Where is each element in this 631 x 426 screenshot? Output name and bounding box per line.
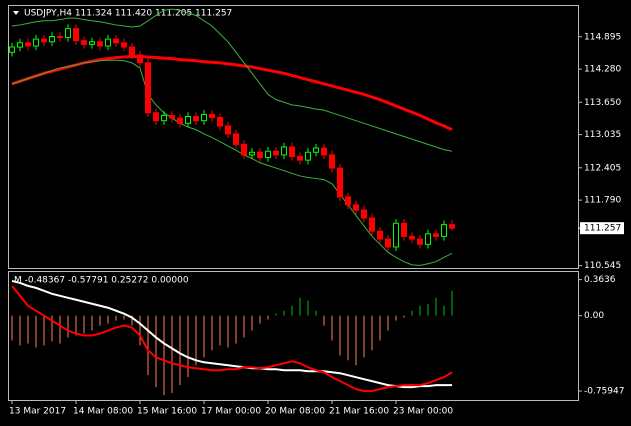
candle-body [417,238,423,245]
candle-body [105,38,111,47]
candle-body [249,151,255,156]
candle-body [17,42,23,48]
x-tick-label: 23 Mar 00:00 [393,407,453,417]
indicator-line [11,279,452,389]
candle-body [113,38,119,44]
y-tick-label: 0.3636 [584,275,616,285]
y-tick-label: 114.280 [584,65,621,75]
candle-body [185,115,191,124]
candle-body [361,209,367,219]
candle-body [337,167,343,198]
candle-body [33,38,39,47]
price-label: 111.257 [584,224,621,234]
indicator-panel-frame [8,271,579,401]
candle-body [73,28,79,42]
indicator-line [11,8,453,152]
candle-body [209,113,215,119]
candle-body [385,238,391,248]
candle-body [177,117,183,124]
candle-body [57,36,63,39]
candle-body [297,155,303,161]
price-label-box [580,222,624,235]
candle-body [81,40,87,45]
candle-body [441,224,447,237]
candle-body [289,146,295,157]
candle-body [329,154,335,169]
candle-body [193,115,199,122]
candle-body [233,133,239,145]
x-tick-label: 13 Mar 2017 [9,407,66,417]
x-tick-label: 20 Mar 08:00 [265,407,325,417]
candle-body [265,150,271,159]
candle-body [169,114,175,119]
y-tick-label: 114.895 [584,32,621,42]
candle-body [257,151,263,159]
candle-body [281,146,287,156]
y-tick-label: 113.035 [584,130,621,140]
candle-body [409,235,415,240]
main-panel-frame [8,5,579,269]
candle-body [369,217,375,232]
candle-body [201,113,207,122]
candle-body [161,114,167,122]
candle-body [9,46,15,53]
indicator-line [11,285,453,393]
candle-body [401,222,407,237]
candle-body [153,112,159,122]
candle-body [377,230,383,240]
indicator-line [11,59,453,266]
x-tick-label: 15 Mar 16:00 [137,407,197,417]
candle-body [137,54,143,64]
x-tick-label: 21 Mar 16:00 [329,407,389,417]
candle-body [321,147,327,156]
candle-body [353,204,359,211]
candle-body [225,125,231,135]
chart-title: USDJPY,H4 111.324 111.420 111.205 111.25… [24,9,232,19]
candle-body [65,28,71,39]
y-tick-label: 112.405 [584,163,621,173]
candle-body [393,222,399,248]
y-tick-label: 110.545 [584,261,621,271]
candle-body [345,196,351,206]
candle-body [121,42,127,48]
x-tick-label: 17 Mar 00:00 [201,407,261,417]
candle-body [313,147,319,153]
candle-body [89,41,95,45]
candle-body [217,117,223,127]
candle-body [305,151,311,161]
candle-body [25,42,31,47]
x-tick-label: 14 Mar 08:00 [73,407,133,417]
candle-body [97,41,103,47]
candle-body [129,46,135,56]
menu-arrow [13,11,19,15]
y-tick-label: -0.75947 [584,387,624,397]
indicator-title: M -0.48367 -0.57791 0.25272 0.00000 [14,276,189,286]
candle-body [49,36,55,43]
candle-body [241,143,247,156]
candle-body [41,38,47,43]
y-tick-label: 0.00 [584,311,604,321]
candle-body [449,224,455,229]
y-tick-label: 113.650 [584,98,621,108]
candle-body [145,62,151,114]
candle-body [425,233,431,245]
y-tick-label: 111.790 [584,196,621,206]
candle-body [273,150,279,156]
candle-body [433,233,439,237]
